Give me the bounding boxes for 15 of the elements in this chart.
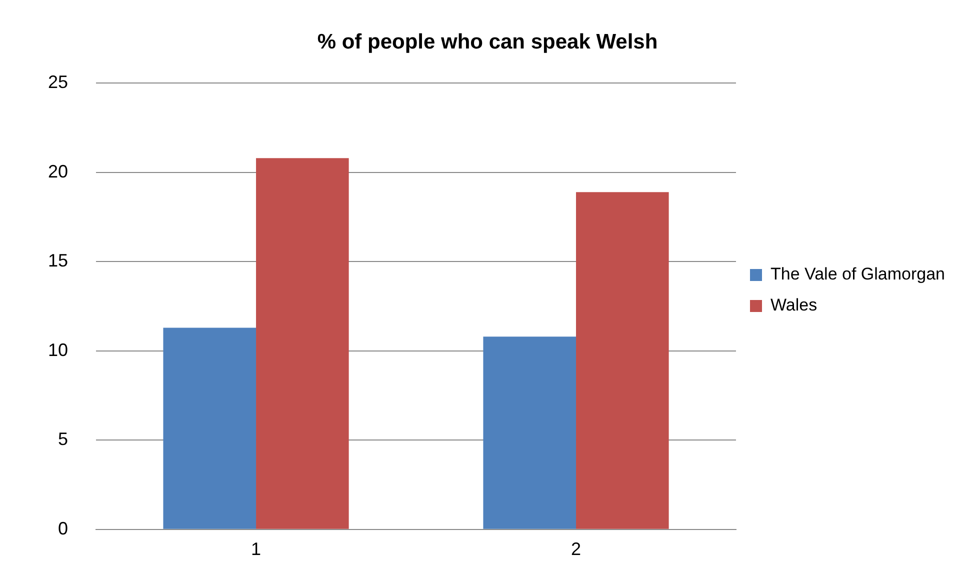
y-tick-label: 10 [48,340,68,360]
y-tick-label: 0 [58,518,68,538]
y-tick-label: 20 [48,161,68,182]
legend-label: Wales [770,296,818,315]
y-tick-label: 25 [48,72,68,92]
y-tick-label: 15 [48,250,68,271]
bar [163,328,256,529]
bar [256,158,349,529]
y-tick-label: 5 [58,429,68,450]
legend-label: The Vale of Glamorgan [770,264,945,284]
chart-title: % of people who can speak Welsh [317,30,658,54]
x-tick-label: 1 [251,539,262,560]
bar [576,192,669,529]
x-tick-label: 2 [571,539,582,560]
bar [483,336,576,529]
